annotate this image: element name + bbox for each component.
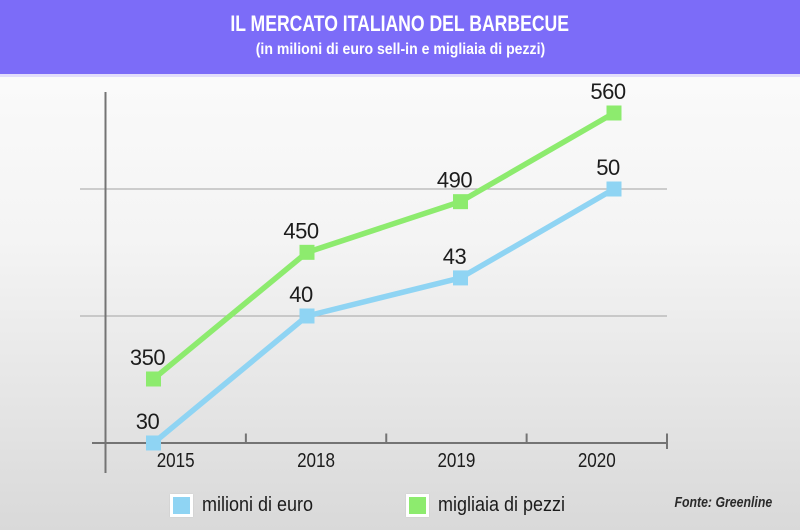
x-axis-label: 2015 bbox=[157, 450, 195, 472]
series-line-0 bbox=[151, 186, 616, 446]
page-title: IL MERCATO ITALIANO DEL BARBECUE bbox=[230, 11, 570, 36]
header-banner: IL MERCATO ITALIANO DEL BARBECUE (in mil… bbox=[0, 0, 800, 77]
data-point-marker bbox=[606, 181, 622, 197]
legend-item-migliaia-di-pezzi: migliaia di pezzi bbox=[406, 491, 579, 519]
data-point-marker bbox=[606, 105, 622, 121]
data-label: 40 bbox=[289, 282, 313, 307]
x-axis-label: 2018 bbox=[297, 450, 335, 472]
data-point-marker bbox=[299, 308, 315, 324]
legend-item-milioni-di-euro: milioni di euro bbox=[170, 491, 325, 519]
legend-label: migliaia di pezzi bbox=[438, 493, 566, 516]
series-line-1 bbox=[151, 110, 616, 382]
data-point-marker bbox=[299, 244, 315, 260]
data-label: 450 bbox=[283, 218, 318, 243]
data-point-marker bbox=[146, 435, 161, 451]
x-axis-label: 2019 bbox=[437, 450, 475, 472]
legend-swatch-blue bbox=[170, 493, 193, 517]
data-label: 560 bbox=[590, 79, 625, 104]
source-note: Fonte: Greenline bbox=[674, 494, 772, 511]
legend-label: milioni di euro bbox=[202, 493, 314, 516]
legend: milioni di euro migliaia di pezzi Fonte:… bbox=[0, 488, 800, 522]
data-label: 490 bbox=[437, 168, 472, 193]
data-label: 43 bbox=[443, 244, 467, 269]
page-subtitle: (in milioni di euro sell-in e migliaia d… bbox=[255, 41, 545, 58]
legend-swatch-green bbox=[406, 493, 429, 517]
data-point-marker bbox=[453, 270, 468, 286]
data-point-marker bbox=[146, 371, 161, 387]
data-point-marker bbox=[453, 194, 468, 210]
data-label: 30 bbox=[136, 409, 160, 434]
page-subtitle-wrap: (in milioni di euro sell-in e migliaia d… bbox=[0, 37, 800, 59]
data-label: 350 bbox=[130, 345, 165, 370]
data-label: 50 bbox=[596, 155, 620, 180]
x-axis-label: 2020 bbox=[578, 450, 616, 472]
